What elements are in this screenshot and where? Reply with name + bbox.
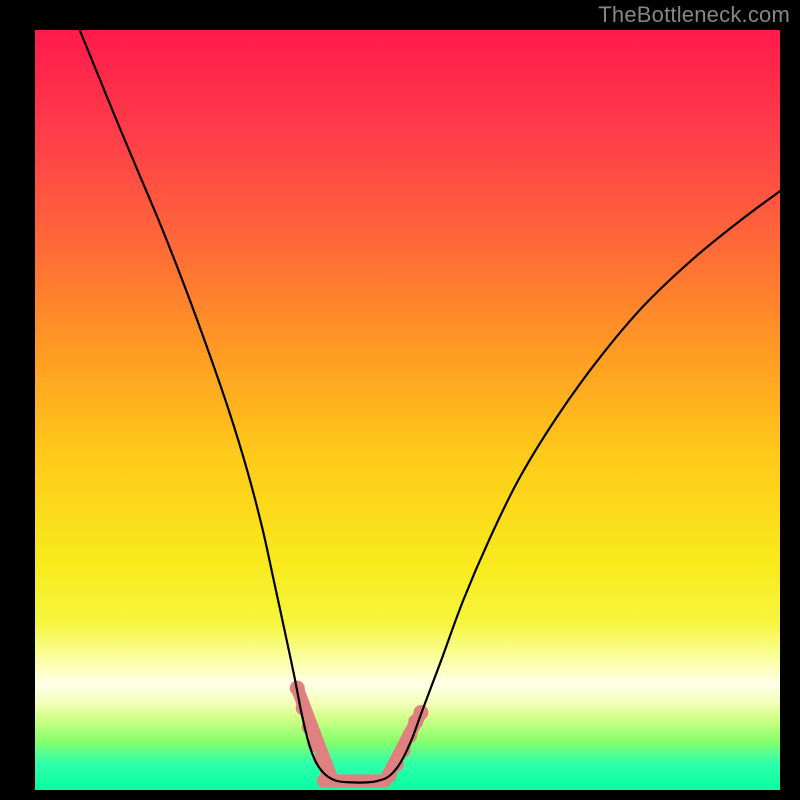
watermark-text: TheBottleneck.com [598, 2, 790, 28]
chart-background [35, 30, 780, 790]
highlight-left-marker-1 [296, 700, 311, 715]
bottleneck-curve-chart [35, 30, 780, 790]
